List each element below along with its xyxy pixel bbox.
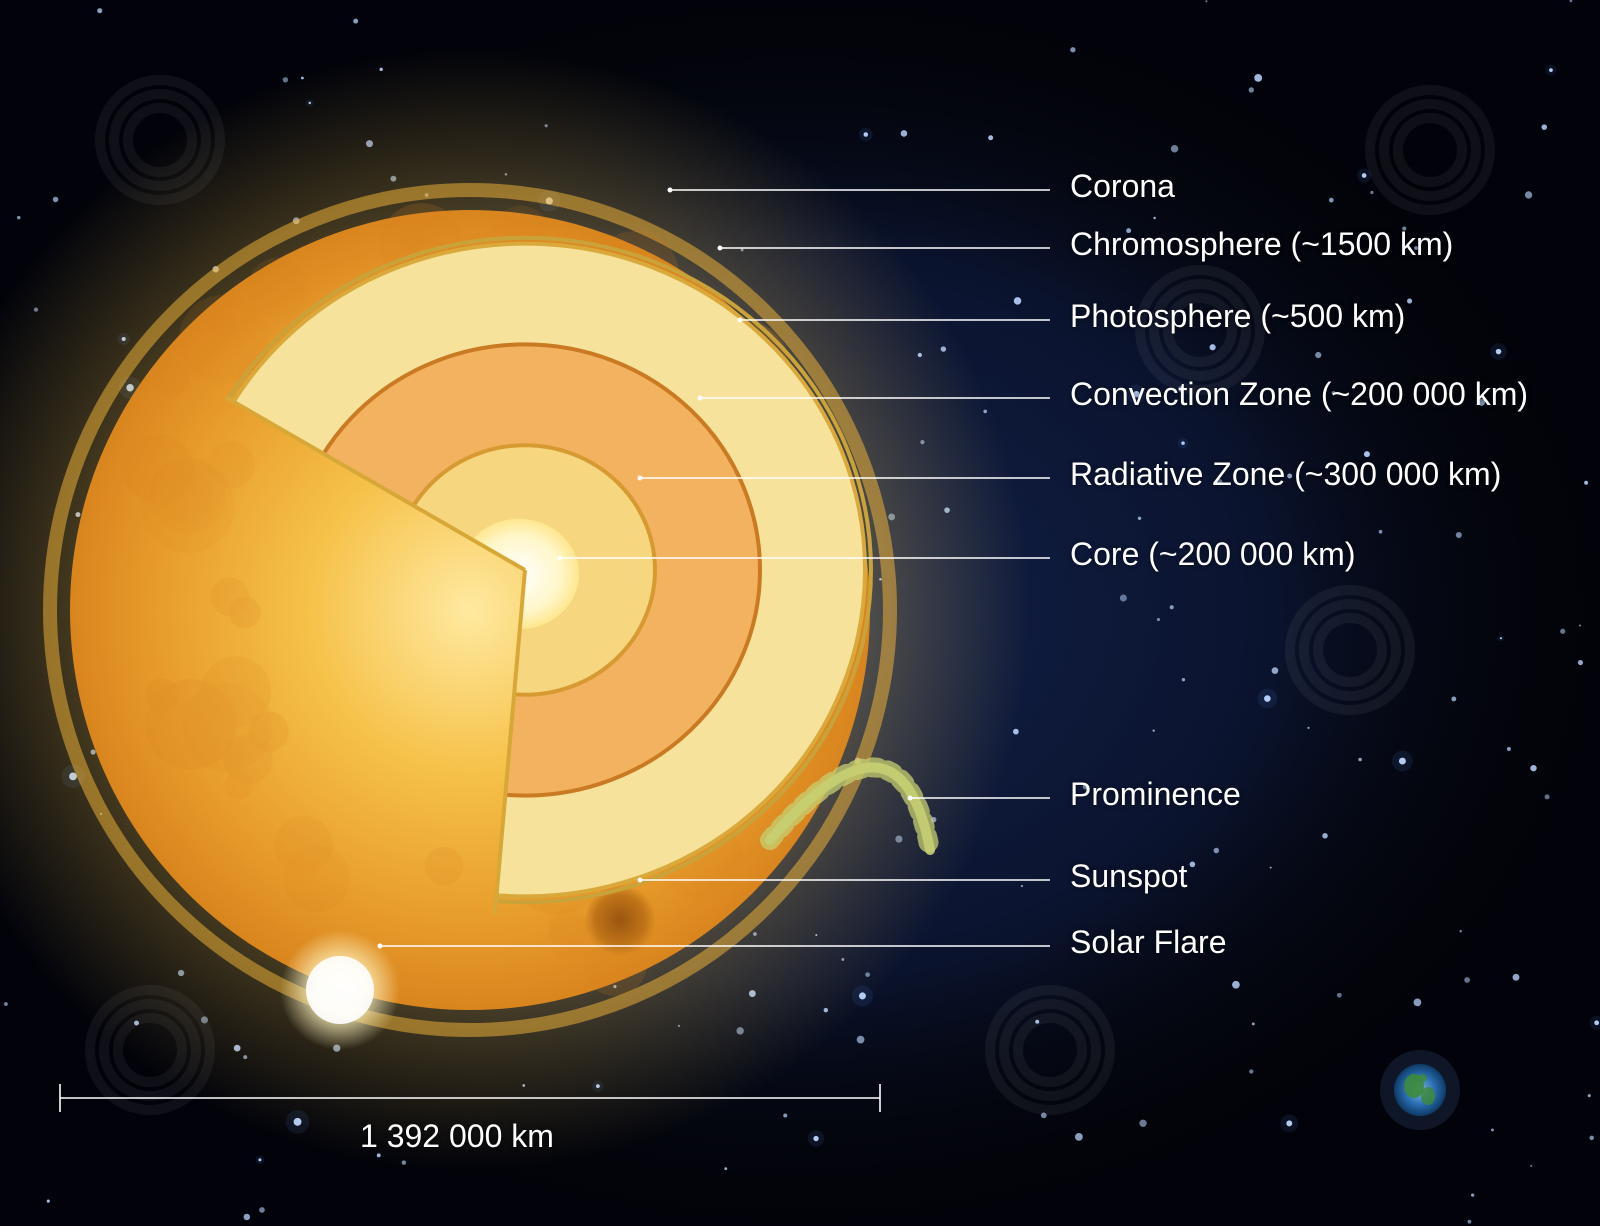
label-prominence: Prominence: [1070, 776, 1241, 813]
label-sunspot: Sunspot: [1070, 858, 1187, 895]
sun-structure-diagram: Corona Chromosphere (~1500 km) Photosphere…: [0, 0, 1600, 1226]
label-radiative: Radiative Zone (~300 000 km): [1070, 456, 1501, 493]
label-convection: Convection Zone (~200 000 km): [1070, 376, 1528, 413]
label-chromo: Chromosphere (~1500 km): [1070, 226, 1453, 263]
label-flare: Solar Flare: [1070, 924, 1227, 961]
scale-label: 1 392 000 km: [360, 1118, 554, 1155]
solar-flare: [306, 956, 374, 1024]
label-corona: Corona: [1070, 168, 1175, 205]
label-core: Core (~200 000 km): [1070, 536, 1355, 573]
diagram-svg: [0, 0, 1600, 1226]
earth: [1380, 1050, 1460, 1130]
label-photo: Photosphere (~500 km): [1070, 298, 1405, 335]
